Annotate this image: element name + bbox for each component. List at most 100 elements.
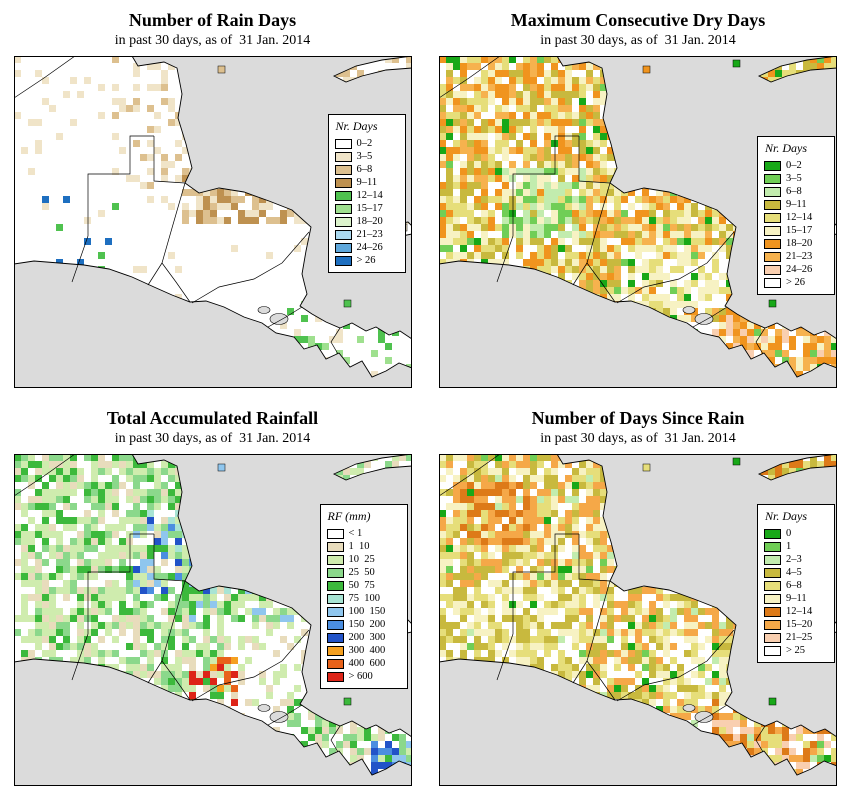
legend-label: 15–17 xyxy=(356,203,383,214)
panel-accumulated-rainfall: Total Accumulated Rainfall in past 30 da… xyxy=(0,400,425,786)
legend-label: 21–23 xyxy=(356,229,383,240)
legend-entry: 12–14 xyxy=(764,211,829,224)
legend-entries: 0–2 3–5 6–8 9–11 12–14 15–17 18–20 21–23 24–26 > … xyxy=(764,159,829,289)
legend-label: 50 75 xyxy=(348,580,375,591)
legend-swatch xyxy=(326,645,344,656)
legend-swatch xyxy=(764,645,781,656)
legend-entry: 1 10 xyxy=(326,540,402,553)
legend-entry: 9–11 xyxy=(764,198,829,211)
legend: Nr. Days 0–2 3–5 6–8 9–11 12–14 15–17 18–20 21–… xyxy=(327,114,406,273)
legend-swatch xyxy=(326,567,344,578)
legend-title: Nr. Days xyxy=(335,119,378,133)
legend-label: 6–8 xyxy=(786,186,802,197)
legend-swatch xyxy=(326,619,344,630)
legend-entries: 0–2 3–5 6–8 9–11 12–14 15–17 18–20 21–23 24–26 > … xyxy=(334,137,400,267)
legend-label: 0 xyxy=(786,528,792,539)
legend-label: 3–5 xyxy=(356,151,373,162)
legend-entry: 15–20 xyxy=(764,618,829,631)
legend-swatch xyxy=(764,277,781,288)
legend-label: 9–11 xyxy=(786,199,807,210)
legend-label: 6–8 xyxy=(786,580,802,591)
map-central-america: Nr. Days 0–2 3–5 6–8 9–11 12–14 15–17 18–20 21–… xyxy=(13,56,412,388)
panel-subtitle: in past 30 days, as of 31 Jan. 2014 xyxy=(540,33,736,48)
legend: Nr. Days 0–2 3–5 6–8 9–11 12–14 15–17 18–20 21–… xyxy=(757,136,835,295)
legend-label: 12–14 xyxy=(786,212,813,223)
panel-subtitle: in past 30 days, as of 31 Jan. 2014 xyxy=(114,33,311,48)
legend-label: 18–20 xyxy=(786,238,813,249)
legend-entry: 21–25 xyxy=(764,631,829,644)
legend-swatch xyxy=(326,541,344,552)
legend-label: > 26 xyxy=(786,277,806,288)
panel-subtitle: in past 30 days, as of 31 Jan. 2014 xyxy=(114,431,311,446)
legend-swatch xyxy=(764,173,781,184)
legend-entry: 75 100 xyxy=(326,592,402,605)
legend-label: > 26 xyxy=(356,255,376,266)
legend-swatch xyxy=(764,225,781,236)
legend-entry: 21–23 xyxy=(764,250,829,263)
legend-label: 18–20 xyxy=(356,216,383,227)
legend-label: 9–11 xyxy=(786,593,807,604)
legend-swatch xyxy=(334,216,352,227)
legend-swatch xyxy=(764,528,781,539)
panel-title: Number of Days Since Rain xyxy=(531,408,745,428)
legend-entry: 100 150 xyxy=(326,605,402,618)
legend-entry: 0–2 xyxy=(764,159,829,172)
legend-entry: > 25 xyxy=(764,644,829,657)
legend-entry: 200 300 xyxy=(326,631,402,644)
legend-label: 1 10 xyxy=(348,541,370,552)
legend-swatch xyxy=(764,567,781,578)
legend-entry: > 26 xyxy=(764,276,829,289)
legend-swatch xyxy=(326,606,344,617)
legend-entries: 0 1 2–3 4–5 6–8 9–11 12–14 15–20 21–25 > 25 xyxy=(764,527,829,657)
legend-entry: < 1 xyxy=(326,527,402,540)
legend-swatch xyxy=(764,199,781,210)
legend-entry: > 600 xyxy=(326,670,402,683)
panel-subtitle: in past 30 days, as of 31 Jan. 2014 xyxy=(540,431,736,446)
legend-entry: 18–20 xyxy=(334,215,400,228)
legend-swatch xyxy=(326,671,344,682)
legend-entry: 3–5 xyxy=(764,172,829,185)
panel-title: Number of Rain Days xyxy=(128,10,297,30)
legend-swatch xyxy=(764,186,781,197)
legend-label: 21–23 xyxy=(786,251,813,262)
map-central-america: RF (mm) < 1 1 10 10 25 25 50 50 75 75 100 100 … xyxy=(13,454,412,786)
legend-entry: 300 400 xyxy=(326,644,402,657)
legend-swatch xyxy=(764,264,781,275)
legend-label: < 1 xyxy=(348,528,363,539)
legend-swatch xyxy=(326,554,344,565)
legend-label: 15–17 xyxy=(786,225,813,236)
legend-swatch xyxy=(326,528,344,539)
legend-entry: 2–3 xyxy=(764,553,829,566)
legend-swatch xyxy=(764,251,781,262)
legend: Nr. Days 0 1 2–3 4–5 6–8 9–11 12–14 15–20 21–25 >… xyxy=(757,504,835,663)
legend-title: Nr. Days xyxy=(765,509,808,523)
legend-label: 24–26 xyxy=(356,242,383,253)
legend-label: 0–2 xyxy=(356,138,373,149)
legend-entry: 12–14 xyxy=(334,189,400,202)
panel-rain-days: Number of Rain Days in past 30 days, as … xyxy=(0,2,425,388)
legend-label: 24–26 xyxy=(786,264,813,275)
legend-entry: 15–17 xyxy=(334,202,400,215)
map-central-america: Nr. Days 0 1 2–3 4–5 6–8 9–11 12–14 15–20 21–25 >… xyxy=(439,454,837,786)
legend-entry: 0 xyxy=(764,527,829,540)
legend-swatch xyxy=(334,138,352,149)
legend-entry: 3–5 xyxy=(334,150,400,163)
legend-entry: 400 600 xyxy=(326,657,402,670)
legend-label: 25 50 xyxy=(348,567,375,578)
legend-swatch xyxy=(764,632,781,643)
legend-label: 2–3 xyxy=(786,554,802,565)
legend-swatch xyxy=(334,242,352,253)
legend-label: 15–20 xyxy=(786,619,813,630)
legend-entry: 6–8 xyxy=(334,163,400,176)
legend-label: 150 200 xyxy=(348,619,386,630)
legend-swatch xyxy=(334,229,352,240)
legend-entries: < 1 1 10 10 25 25 50 50 75 75 100 100 150 150 2… xyxy=(326,527,402,683)
legend-label: 12–14 xyxy=(356,190,383,201)
legend-entry: 9–11 xyxy=(764,592,829,605)
legend-swatch xyxy=(334,203,352,214)
legend-entry: 24–26 xyxy=(764,263,829,276)
legend-swatch xyxy=(326,632,344,643)
panel-title: Total Accumulated Rainfall xyxy=(106,408,319,428)
legend-label: 10 25 xyxy=(348,554,375,565)
legend-entry: 24–26 xyxy=(334,241,400,254)
